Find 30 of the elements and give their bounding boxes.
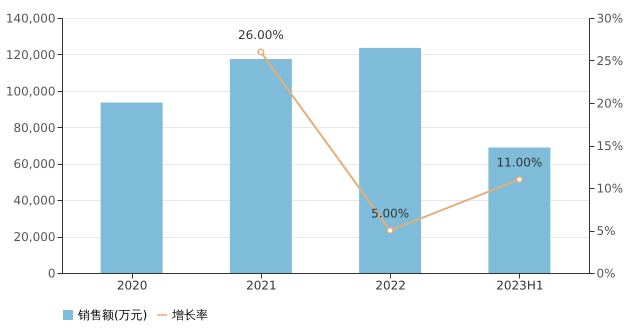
x-tick-label: 2021 [246, 278, 277, 292]
legend-label: 增长率 [171, 308, 208, 322]
x-tick-label: 2020 [116, 278, 148, 292]
y2-tick-label: 15% [596, 139, 624, 153]
y2-tick-label: 30% [596, 12, 624, 26]
y-tick-label: 20,000 [14, 230, 56, 244]
bar [359, 48, 422, 273]
y2-tick-label: 10% [596, 182, 624, 196]
y-tick-label: 0 [48, 266, 56, 280]
y2-tick-label: 5% [596, 224, 616, 238]
y-tick-label: 140,000 [6, 12, 56, 26]
y2-tick-label: 25% [596, 54, 624, 68]
y2-tick-label: 20% [596, 96, 624, 110]
data-label: 26.00% [238, 28, 284, 42]
y-tick-label: 100,000 [6, 84, 56, 98]
point [257, 48, 264, 56]
bar [230, 58, 292, 273]
y-tick-label: 60,000 [14, 157, 56, 172]
legend-label: 销售额(万元) [77, 308, 148, 322]
bar [488, 148, 550, 273]
y-tick-label: 40,000 [14, 194, 56, 208]
y-tick-label: 120,000 [6, 48, 56, 62]
y-tick-label: 80,000 [14, 120, 56, 135]
x-tick-label: 2023H1 [496, 278, 544, 292]
y2-tick-label: 0% [596, 266, 616, 280]
point [516, 176, 523, 183]
x-tick-label: 2022 [375, 278, 406, 292]
data-label: 11.00% [496, 156, 542, 170]
bar [100, 102, 163, 273]
point [386, 227, 394, 234]
